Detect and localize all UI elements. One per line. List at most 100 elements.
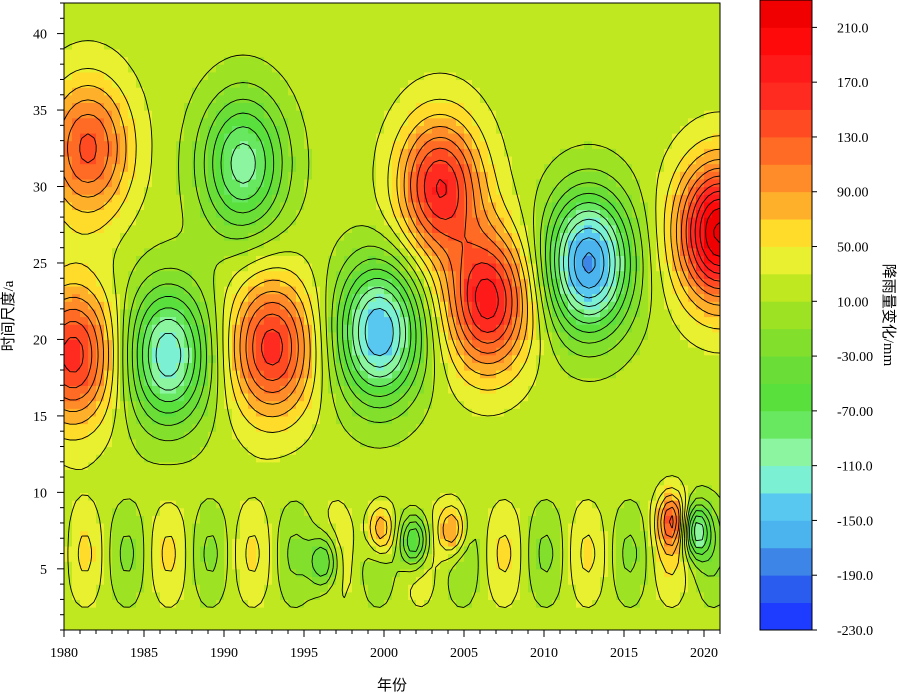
heat-cell: [536, 599, 545, 608]
heat-cell: [224, 370, 233, 379]
heat-cell: [416, 148, 425, 157]
heat-cell: [544, 584, 553, 593]
heat-cell: [184, 217, 193, 226]
heat-cell: [192, 71, 201, 81]
heat-cell: [144, 370, 153, 379]
heat-cell: [520, 293, 529, 302]
heat-cell: [88, 469, 97, 478]
heat-cell: [480, 140, 489, 149]
heat-cell: [344, 500, 353, 509]
heat-cell: [200, 56, 209, 65]
heat-cell: [448, 18, 457, 27]
heat-cell: [488, 461, 497, 471]
heat-cell: [336, 392, 345, 402]
heat-cell: [80, 423, 89, 432]
heat-cell: [448, 492, 457, 501]
heat-cell: [208, 178, 217, 188]
heat-cell: [88, 224, 97, 233]
heat-cell: [96, 500, 105, 509]
heat-cell: [464, 293, 473, 302]
heat-cell: [152, 530, 161, 539]
heat-cell: [184, 308, 193, 318]
heat-cell: [368, 484, 377, 493]
heat-cell: [120, 591, 129, 601]
heat-cell: [376, 614, 385, 623]
heat-cell: [448, 25, 457, 35]
heat-cell: [128, 553, 137, 562]
heat-cell: [168, 492, 177, 501]
heat-cell: [104, 423, 113, 432]
heat-cell: [432, 423, 441, 432]
heat-cell: [248, 94, 257, 104]
heat-cell: [304, 132, 313, 142]
heat-cell: [360, 71, 369, 81]
heat-cell: [144, 194, 153, 203]
heat-cell: [400, 607, 409, 616]
heat-cell: [528, 41, 537, 50]
heat-cell: [184, 155, 193, 165]
heat-cell: [88, 171, 97, 180]
heat-cell: [520, 392, 529, 402]
heat-cell: [496, 41, 505, 50]
heat-cell: [208, 515, 217, 524]
heat-cell: [544, 354, 553, 363]
heat-cell: [368, 308, 377, 318]
heat-cell: [424, 454, 433, 463]
heat-cell: [312, 247, 321, 256]
heat-cell: [152, 110, 161, 119]
heat-cell: [288, 385, 297, 394]
heat-cell: [536, 102, 545, 111]
heat-cell: [336, 576, 345, 585]
heat-cell: [208, 607, 217, 616]
heat-cell: [544, 507, 553, 516]
heat-cell: [376, 270, 385, 279]
heat-cell: [248, 324, 257, 333]
heat-cell: [520, 347, 529, 356]
heat-cell: [80, 500, 89, 509]
heat-cell: [72, 163, 81, 172]
heat-cell: [424, 553, 433, 562]
heat-cell: [360, 446, 369, 455]
heat-cell: [120, 171, 129, 180]
heat-cell: [512, 607, 521, 616]
heat-cell: [488, 438, 497, 448]
heat-cell: [192, 48, 201, 58]
heat-cell: [272, 285, 281, 295]
heat-cell: [312, 56, 321, 65]
heat-cell: [232, 392, 241, 402]
heat-cell: [120, 431, 129, 440]
heat-cell: [232, 553, 241, 562]
heat-cell: [344, 186, 353, 195]
heat-cell: [424, 117, 433, 126]
heat-cell: [528, 454, 537, 463]
heat-cell: [408, 469, 417, 478]
heat-cell: [336, 408, 345, 417]
heat-cell: [96, 102, 105, 111]
heat-cell: [128, 461, 137, 471]
heat-cell: [504, 469, 513, 478]
heat-cell: [176, 492, 185, 501]
heat-cell: [472, 125, 481, 134]
heat-cell: [520, 492, 529, 501]
heat-cell: [496, 339, 505, 348]
heat-cell: [464, 64, 473, 73]
heat-cell: [400, 87, 409, 96]
heat-cell: [440, 500, 449, 509]
heat-cell: [280, 438, 289, 448]
heat-cell: [368, 331, 377, 341]
heat-cell: [256, 262, 265, 272]
heat-cell: [304, 484, 313, 493]
heat-cell: [208, 94, 217, 104]
heat-cell: [528, 316, 537, 325]
heat-cell: [416, 270, 425, 279]
heat-cell: [432, 392, 441, 402]
heat-cell: [216, 591, 225, 601]
heat-cell: [264, 56, 273, 65]
heat-cell: [344, 201, 353, 211]
heat-cell: [264, 117, 273, 126]
heat-cell: [224, 377, 233, 386]
heat-cell: [72, 186, 81, 195]
heat-cell: [424, 3, 433, 12]
heat-cell: [376, 201, 385, 211]
heat-cell: [488, 224, 497, 233]
